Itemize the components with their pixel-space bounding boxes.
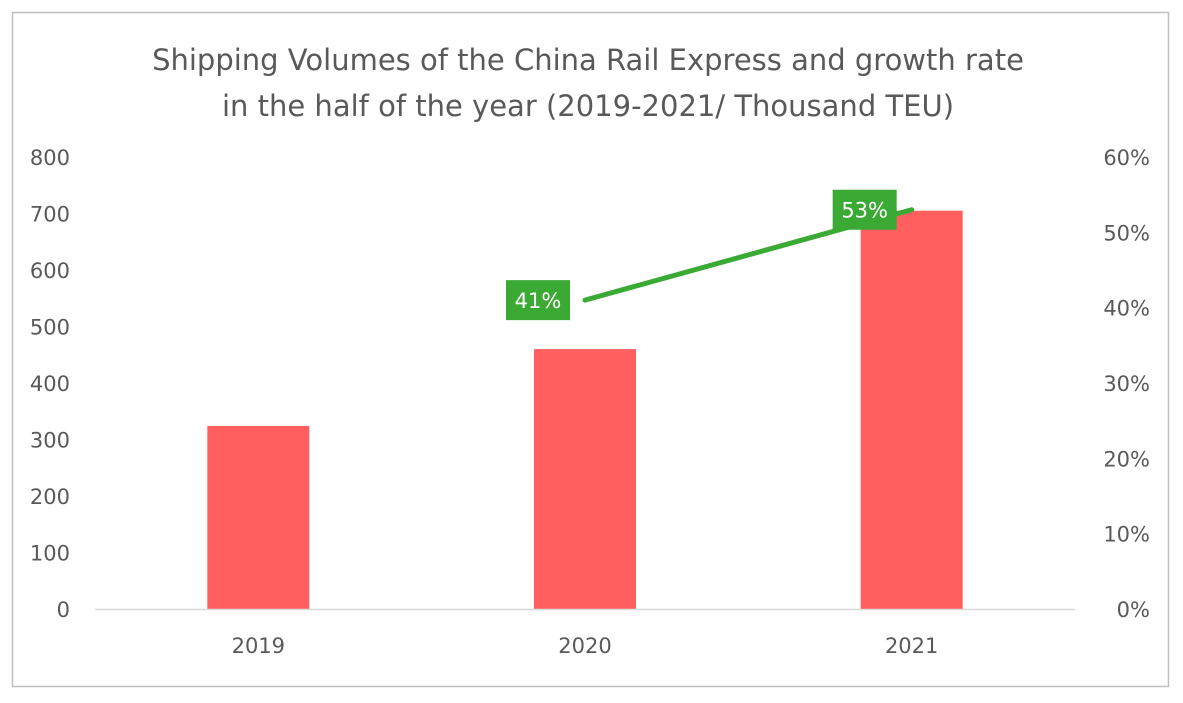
data-label-text: 41% xyxy=(515,289,562,313)
left-axis-tick-label: 300 xyxy=(30,429,70,453)
left-axis-tick-label: 600 xyxy=(30,259,70,283)
left-axis-tick-label: 700 xyxy=(30,203,70,227)
data-label-text: 53% xyxy=(841,199,888,223)
right-axis-tick-label: 0% xyxy=(1117,598,1150,622)
data-label-box xyxy=(832,189,897,230)
left-axis-tick-label: 100 xyxy=(30,542,70,566)
data-label-box xyxy=(506,280,570,321)
right-axis-tick-label: 10% xyxy=(1103,523,1150,547)
right-axis-tick-label: 50% xyxy=(1103,221,1150,245)
left-axis-tick-label: 200 xyxy=(30,485,70,509)
right-axis-tick-label: 20% xyxy=(1103,447,1150,471)
bar-2020 xyxy=(534,349,636,609)
bar-2021 xyxy=(860,210,963,610)
chart-title-line-2: in the half of the year (2019-2021/ Thou… xyxy=(222,89,954,123)
data-label-2021: 53% xyxy=(832,189,897,230)
right-axis-tick-label: 40% xyxy=(1103,297,1150,321)
left-axis-tick-label: 500 xyxy=(30,316,70,340)
left-axis-tick-label: 800 xyxy=(30,146,70,170)
left-axis-tick-label: 400 xyxy=(30,372,70,396)
right-axis-tick-label: 30% xyxy=(1103,372,1150,396)
data-label-2020: 41% xyxy=(506,280,570,321)
x-axis-tick-label: 2019 xyxy=(232,634,285,658)
left-axis-tick-label: 0 xyxy=(57,598,70,622)
right-axis-tick-label: 60% xyxy=(1103,146,1150,170)
bar-2019 xyxy=(207,425,310,609)
chart-title-line-1: Shipping Volumes of the China Rail Expre… xyxy=(152,43,1024,77)
x-axis-tick-label: 2020 xyxy=(558,634,611,658)
x-axis-tick-label: 2021 xyxy=(885,634,938,658)
